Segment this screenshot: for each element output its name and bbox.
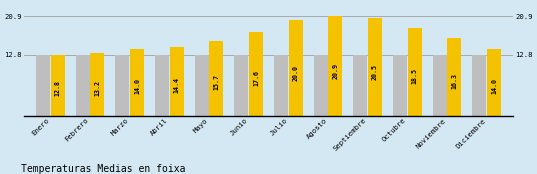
Text: 20.0: 20.0 — [293, 65, 299, 81]
Bar — [115, 55, 129, 116]
Bar — [50, 55, 64, 116]
Bar — [447, 38, 461, 116]
Bar — [393, 55, 407, 116]
Bar — [36, 55, 50, 116]
Bar — [353, 55, 367, 116]
Bar — [289, 20, 303, 116]
Bar — [195, 55, 208, 116]
Bar — [314, 55, 328, 116]
Bar — [433, 55, 447, 116]
Text: 14.0: 14.0 — [491, 78, 497, 94]
Bar — [329, 16, 342, 116]
Bar — [249, 32, 263, 116]
Text: 17.6: 17.6 — [253, 70, 259, 86]
Bar — [274, 55, 288, 116]
Text: 20.9: 20.9 — [332, 63, 338, 79]
Bar — [487, 49, 501, 116]
Bar — [234, 55, 248, 116]
Text: 14.4: 14.4 — [173, 77, 180, 93]
Text: 13.2: 13.2 — [95, 80, 100, 96]
Bar — [90, 53, 104, 116]
Bar — [76, 55, 90, 116]
Bar — [155, 55, 169, 116]
Text: 15.7: 15.7 — [213, 74, 219, 90]
Text: 12.8: 12.8 — [55, 80, 61, 96]
Bar — [209, 41, 223, 116]
Text: 16.3: 16.3 — [452, 73, 458, 89]
Bar — [473, 55, 487, 116]
Text: Temperaturas Medias en foixa: Temperaturas Medias en foixa — [21, 164, 186, 174]
Bar — [130, 49, 144, 116]
Text: 14.0: 14.0 — [134, 78, 140, 94]
Text: 18.5: 18.5 — [412, 68, 418, 84]
Bar — [368, 18, 382, 116]
Text: 20.5: 20.5 — [372, 64, 378, 80]
Bar — [408, 28, 422, 116]
Bar — [170, 47, 184, 116]
